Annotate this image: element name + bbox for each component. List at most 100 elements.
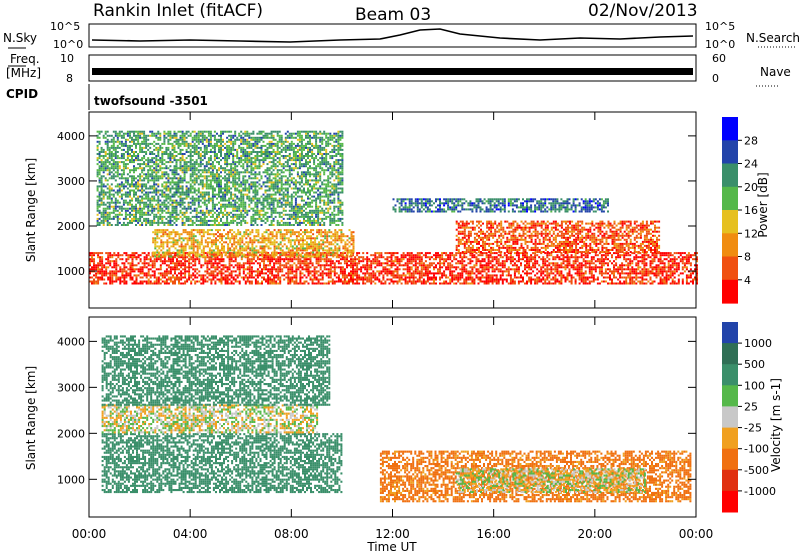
power-cell bbox=[507, 266, 510, 269]
power-cell bbox=[548, 254, 551, 257]
power-cell bbox=[503, 262, 506, 265]
power-cell bbox=[310, 245, 312, 248]
power-cell bbox=[327, 280, 330, 283]
nsky-trace bbox=[91, 28, 694, 43]
power-cell bbox=[495, 278, 498, 281]
power-cell bbox=[572, 268, 575, 271]
power-cell bbox=[592, 278, 595, 281]
power-cell bbox=[212, 243, 215, 246]
power-cell bbox=[109, 260, 112, 263]
power-cell bbox=[279, 241, 282, 244]
power-cell bbox=[182, 249, 185, 252]
power-cell bbox=[248, 264, 251, 267]
power-cell bbox=[172, 255, 175, 258]
power-cell bbox=[325, 262, 328, 265]
power-cell bbox=[485, 272, 488, 275]
power-cell bbox=[283, 237, 286, 240]
power-cell bbox=[216, 262, 219, 265]
power-cell bbox=[125, 282, 128, 285]
power-cell bbox=[633, 272, 636, 275]
power-cell bbox=[135, 211, 137, 214]
power-cell bbox=[101, 274, 104, 277]
power-cell bbox=[151, 157, 154, 160]
power-cell bbox=[679, 272, 682, 275]
power-cell bbox=[671, 278, 674, 281]
power-cell bbox=[153, 274, 156, 277]
power-cell bbox=[206, 241, 209, 244]
power-cell bbox=[629, 276, 632, 279]
power-cell bbox=[315, 282, 318, 285]
power-cell bbox=[528, 268, 531, 271]
power-cell bbox=[235, 241, 238, 244]
power-cell bbox=[141, 262, 144, 265]
power-cell bbox=[515, 264, 518, 267]
power-cell bbox=[159, 157, 162, 160]
power-cell bbox=[129, 203, 131, 206]
power-cell bbox=[352, 235, 355, 238]
power-cell bbox=[459, 262, 462, 265]
power-cell bbox=[265, 280, 267, 283]
power-cell bbox=[647, 254, 650, 257]
power-cell bbox=[463, 266, 466, 269]
power-cell bbox=[139, 165, 142, 168]
power-cell bbox=[526, 258, 528, 261]
power-cell bbox=[324, 249, 327, 252]
power-cell bbox=[327, 254, 330, 257]
power-cell bbox=[162, 255, 165, 258]
power-cell bbox=[139, 144, 142, 147]
power-cell bbox=[139, 215, 142, 218]
power-cell bbox=[237, 233, 240, 236]
power-cell bbox=[629, 258, 632, 261]
power-cell bbox=[596, 282, 599, 285]
power-cell bbox=[221, 239, 223, 242]
power-cell bbox=[273, 274, 276, 277]
power-cell bbox=[102, 211, 105, 214]
power-cell bbox=[267, 260, 270, 263]
power-cell bbox=[578, 270, 581, 273]
power-cell bbox=[248, 282, 251, 285]
power-cell bbox=[108, 215, 111, 218]
power-cell bbox=[104, 155, 107, 157]
power-cell bbox=[279, 258, 282, 261]
power-cell bbox=[178, 268, 180, 271]
power-cell bbox=[230, 270, 233, 273]
power-cell bbox=[623, 276, 626, 279]
power-cell bbox=[370, 272, 373, 275]
power-cell bbox=[261, 247, 264, 250]
power-cell bbox=[659, 252, 662, 255]
power-cell bbox=[677, 252, 680, 255]
power-cell bbox=[188, 253, 191, 256]
power-cell bbox=[228, 262, 231, 265]
power-cell bbox=[109, 264, 112, 267]
power-cell bbox=[124, 185, 127, 188]
power-cell bbox=[147, 197, 150, 200]
power-cell bbox=[299, 272, 302, 275]
power-cell bbox=[115, 268, 118, 271]
power-cell bbox=[315, 272, 318, 275]
power-cell bbox=[265, 258, 267, 261]
power-cell bbox=[155, 175, 158, 178]
power-cell bbox=[129, 201, 131, 204]
power-cell bbox=[441, 274, 444, 277]
power-cell bbox=[129, 146, 131, 149]
power-cell bbox=[348, 282, 350, 285]
power-cell bbox=[206, 262, 209, 265]
power-cell bbox=[192, 268, 195, 271]
power-cell bbox=[105, 282, 108, 285]
power-cell bbox=[112, 173, 115, 176]
power-cell bbox=[233, 239, 236, 242]
power-cell bbox=[159, 189, 162, 192]
power-cell bbox=[149, 282, 152, 285]
power-cell bbox=[157, 272, 160, 275]
power-cell bbox=[157, 155, 160, 157]
power-cell bbox=[312, 255, 315, 258]
power-cell bbox=[574, 256, 577, 259]
power-cell bbox=[291, 264, 294, 267]
power-cell bbox=[576, 272, 579, 275]
power-cell bbox=[544, 260, 547, 263]
power-cell bbox=[526, 266, 528, 269]
power-cell bbox=[108, 197, 111, 200]
power-cell bbox=[271, 253, 274, 256]
power-cell bbox=[106, 187, 109, 190]
power-cell bbox=[546, 260, 549, 263]
